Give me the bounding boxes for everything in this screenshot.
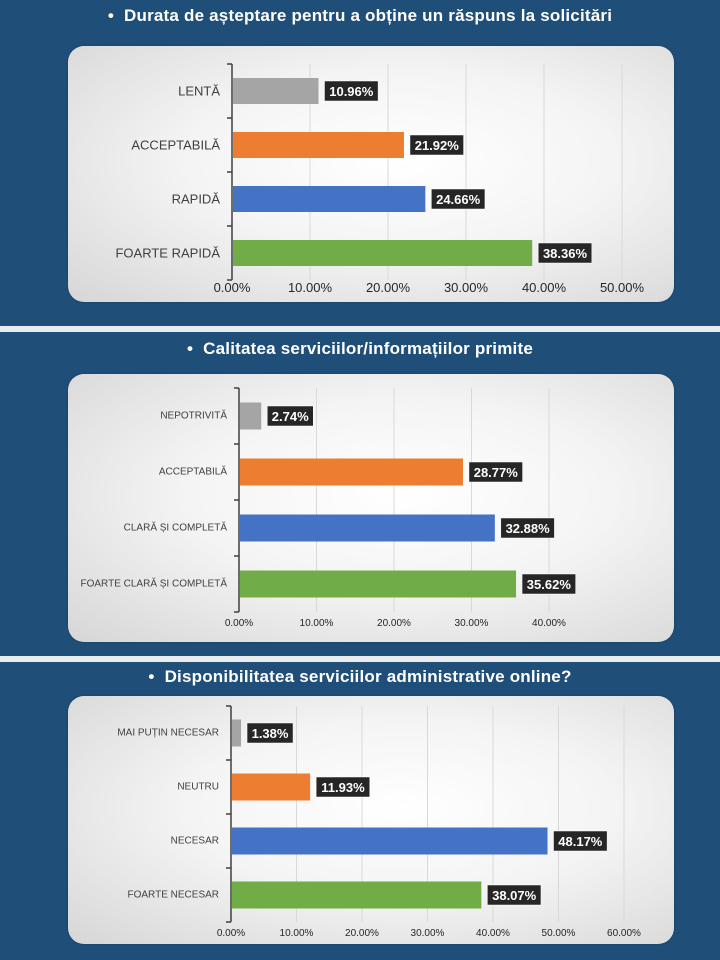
- data-label-box: [266, 405, 314, 427]
- bar-chart-1: LENTĂ 10.96% ACCEPTABILĂ 21.92% RAPIDĂ 24.66%…: [115, 63, 645, 295]
- data-label: 32.88%: [506, 521, 551, 536]
- x-tick-label: 10.00%: [288, 280, 333, 295]
- category-label: ACCEPTABILĂ: [159, 465, 227, 478]
- bar: [240, 402, 262, 430]
- x-tick-label: 40.00%: [532, 618, 566, 629]
- data-label-box: [553, 830, 608, 852]
- bullet-icon: •: [148, 667, 155, 686]
- x-tick-label: 40.00%: [522, 280, 567, 295]
- category-label: RAPIDĂ: [172, 192, 221, 207]
- data-label: 2.74%: [272, 409, 309, 424]
- x-tick-label: 20.00%: [366, 280, 411, 295]
- data-label: 21.92%: [415, 138, 460, 153]
- chart-title-1: • Durata de așteptare pentru a obține un …: [0, 6, 720, 26]
- bar: [233, 240, 533, 266]
- bar-chart-2: NEPOTRIVITĂ 2.74% ACCEPTABILĂ 28.77% CLARĂ Ș…: [80, 387, 576, 629]
- category-label: NECESAR: [171, 836, 219, 847]
- data-label: 38.07%: [492, 888, 537, 903]
- x-tick-label: 50.00%: [542, 928, 576, 939]
- data-label: 10.96%: [329, 84, 374, 99]
- data-label-box: [500, 517, 555, 539]
- section-divider: [0, 656, 720, 662]
- category-label: NEUTRU: [177, 782, 219, 793]
- chart-panel-1: • Durata de așteptare pentru a obține un …: [0, 0, 720, 326]
- bar: [233, 186, 426, 212]
- x-tick-label: 10.00%: [280, 928, 314, 939]
- x-tick-label: 50.00%: [600, 280, 645, 295]
- chart-panel-2: • Calitatea serviciilor/informațiilor pri…: [0, 332, 720, 656]
- bar: [232, 719, 242, 747]
- data-label-box: [324, 80, 379, 102]
- bar: [232, 773, 311, 801]
- bar: [240, 514, 495, 542]
- x-tick-label: 0.00%: [225, 618, 253, 629]
- section-divider: [0, 326, 720, 332]
- x-tick-label: 30.00%: [444, 280, 489, 295]
- chart-card-2: NEPOTRIVITĂ 2.74% ACCEPTABILĂ 28.77% CLARĂ Ș…: [68, 374, 674, 642]
- chart-title-2: • Calitatea serviciilor/informațiilor pri…: [0, 339, 720, 359]
- data-label-box: [487, 884, 542, 906]
- bar: [240, 458, 463, 486]
- chart-title-text: Disponibilitatea serviciilor administrat…: [164, 667, 572, 686]
- x-tick-label: 30.00%: [455, 618, 489, 629]
- data-label: 1.38%: [252, 726, 289, 741]
- data-label-box: [246, 722, 294, 744]
- bar: [232, 827, 548, 855]
- chart-title-text: Durata de așteptare pentru a obține un r…: [124, 6, 613, 25]
- data-label-box: [315, 776, 370, 798]
- chart-card-3: MAI PUȚIN NECESAR 1.38% NEUTRU 11.93% NECESA…: [68, 696, 674, 944]
- category-label: MAI PUȚIN NECESAR: [117, 728, 219, 739]
- category-label: LENTĂ: [178, 84, 220, 99]
- x-tick-label: 60.00%: [607, 928, 641, 939]
- data-label: 38.36%: [543, 246, 588, 261]
- chart-card-1: LENTĂ 10.96% ACCEPTABILĂ 21.92% RAPIDĂ 24.66%…: [68, 46, 674, 302]
- category-label: CLARĂ ȘI COMPLETĂ: [124, 521, 228, 534]
- chart-panel-3: • Disponibilitatea serviciilor administra…: [0, 662, 720, 960]
- chart-title-text: Calitatea serviciilor/informațiilor prim…: [203, 339, 533, 358]
- x-tick-label: 10.00%: [300, 618, 334, 629]
- bar: [232, 881, 482, 909]
- data-label: 24.66%: [436, 192, 481, 207]
- bar: [233, 132, 404, 158]
- data-label-box: [537, 242, 593, 264]
- data-label-box: [521, 573, 576, 595]
- bar: [240, 570, 517, 598]
- x-tick-label: 30.00%: [411, 928, 445, 939]
- data-label: 35.62%: [527, 577, 572, 592]
- bullet-icon: •: [107, 6, 115, 25]
- category-label: FOARTE NECESAR: [128, 890, 220, 901]
- data-label-box: [431, 188, 486, 210]
- chart-title-3: • Disponibilitatea serviciilor administra…: [0, 667, 720, 687]
- x-tick-label: 20.00%: [345, 928, 379, 939]
- bullet-icon: •: [187, 339, 194, 358]
- data-label: 28.77%: [474, 465, 519, 480]
- category-label: ACCEPTABILĂ: [131, 138, 220, 153]
- category-label: NEPOTRIVITĂ: [160, 409, 227, 422]
- x-tick-label: 0.00%: [214, 280, 251, 295]
- x-tick-label: 40.00%: [476, 928, 510, 939]
- data-label-box: [468, 461, 523, 483]
- category-label: FOARTE CLARĂ ȘI COMPLETĂ: [80, 577, 227, 590]
- bar-chart-3: MAI PUȚIN NECESAR 1.38% NEUTRU 11.93% NECESA…: [117, 705, 641, 939]
- x-tick-label: 20.00%: [377, 618, 411, 629]
- data-label-box: [409, 134, 464, 156]
- data-label: 11.93%: [321, 780, 365, 795]
- bar: [233, 78, 319, 104]
- category-label: FOARTE RAPIDĂ: [115, 246, 220, 261]
- x-tick-label: 0.00%: [217, 928, 245, 939]
- data-label: 48.17%: [558, 834, 603, 849]
